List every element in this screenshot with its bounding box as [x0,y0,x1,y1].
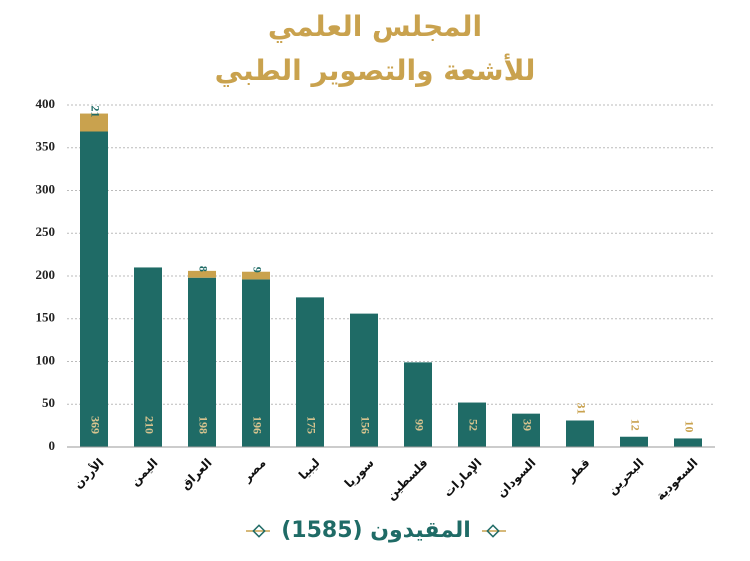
bar-segment [350,313,378,447]
bar-segment [188,270,216,278]
bar-segment [458,402,486,447]
ornament [252,524,266,538]
value-label: 8 [196,266,210,272]
x-tick-label: البحرين [605,456,647,498]
value-label: 12 [628,419,642,431]
value-label: 210 [142,416,156,434]
bar-segment [134,267,162,447]
chart-title: المجلس العلمي [268,10,482,43]
value-label: 10 [682,420,696,432]
x-tick-label: فلسطين [384,456,431,503]
y-tick-label: 350 [36,139,56,154]
x-tick-label: السعودية [653,456,701,504]
bar-segment [296,297,324,447]
x-tick-label: ليبيا [296,456,323,483]
chart-title: للأشعة والتصوير الطبي [215,53,536,87]
bar-segment [620,436,648,447]
bar-segment [404,362,432,447]
footer: المقيدون (1585) [246,518,506,543]
y-tick-label: 250 [36,224,56,239]
bar-segment [80,113,108,132]
value-label: 21 [88,106,102,118]
value-label: 369 [88,416,102,434]
y-tick-label: 0 [49,438,56,453]
y-tick-label: 150 [36,310,56,325]
value-label: 52 [466,419,480,431]
value-label: 39 [520,419,534,431]
y-tick-label: 300 [36,181,56,196]
bar-segment [512,413,540,447]
bar-segment [80,131,108,447]
value-label: 196 [250,416,264,434]
value-label: 99 [412,419,426,431]
bar-segment [242,271,270,280]
y-tick-label: 50 [42,395,55,410]
bar-segment [566,420,594,447]
x-tick-label: مصر [239,456,268,485]
y-tick-label: 200 [36,267,56,282]
value-label: 175 [304,416,318,434]
bar-segment [674,438,702,447]
value-label: 9 [250,267,264,273]
x-tick-label: الأردن [70,455,106,491]
y-tick-label: 100 [36,352,56,367]
x-tick-label: سوريا [342,456,378,492]
value-label: 156 [358,416,372,434]
x-tick-label: الإمارات [441,456,485,500]
ornament [486,524,500,538]
y-tick-label: 400 [36,96,56,111]
value-label: 31 [574,402,588,414]
bar-segment [188,277,216,447]
bar-segment [242,279,270,447]
x-tick-label: قطر [563,456,593,486]
x-tick-label: السودان [494,456,539,501]
value-label: 198 [196,416,210,434]
x-axis-label: المقيدون (1585) [281,518,471,543]
x-tick-label: اليمن [128,456,161,489]
x-tick-label: العراق [178,456,215,493]
